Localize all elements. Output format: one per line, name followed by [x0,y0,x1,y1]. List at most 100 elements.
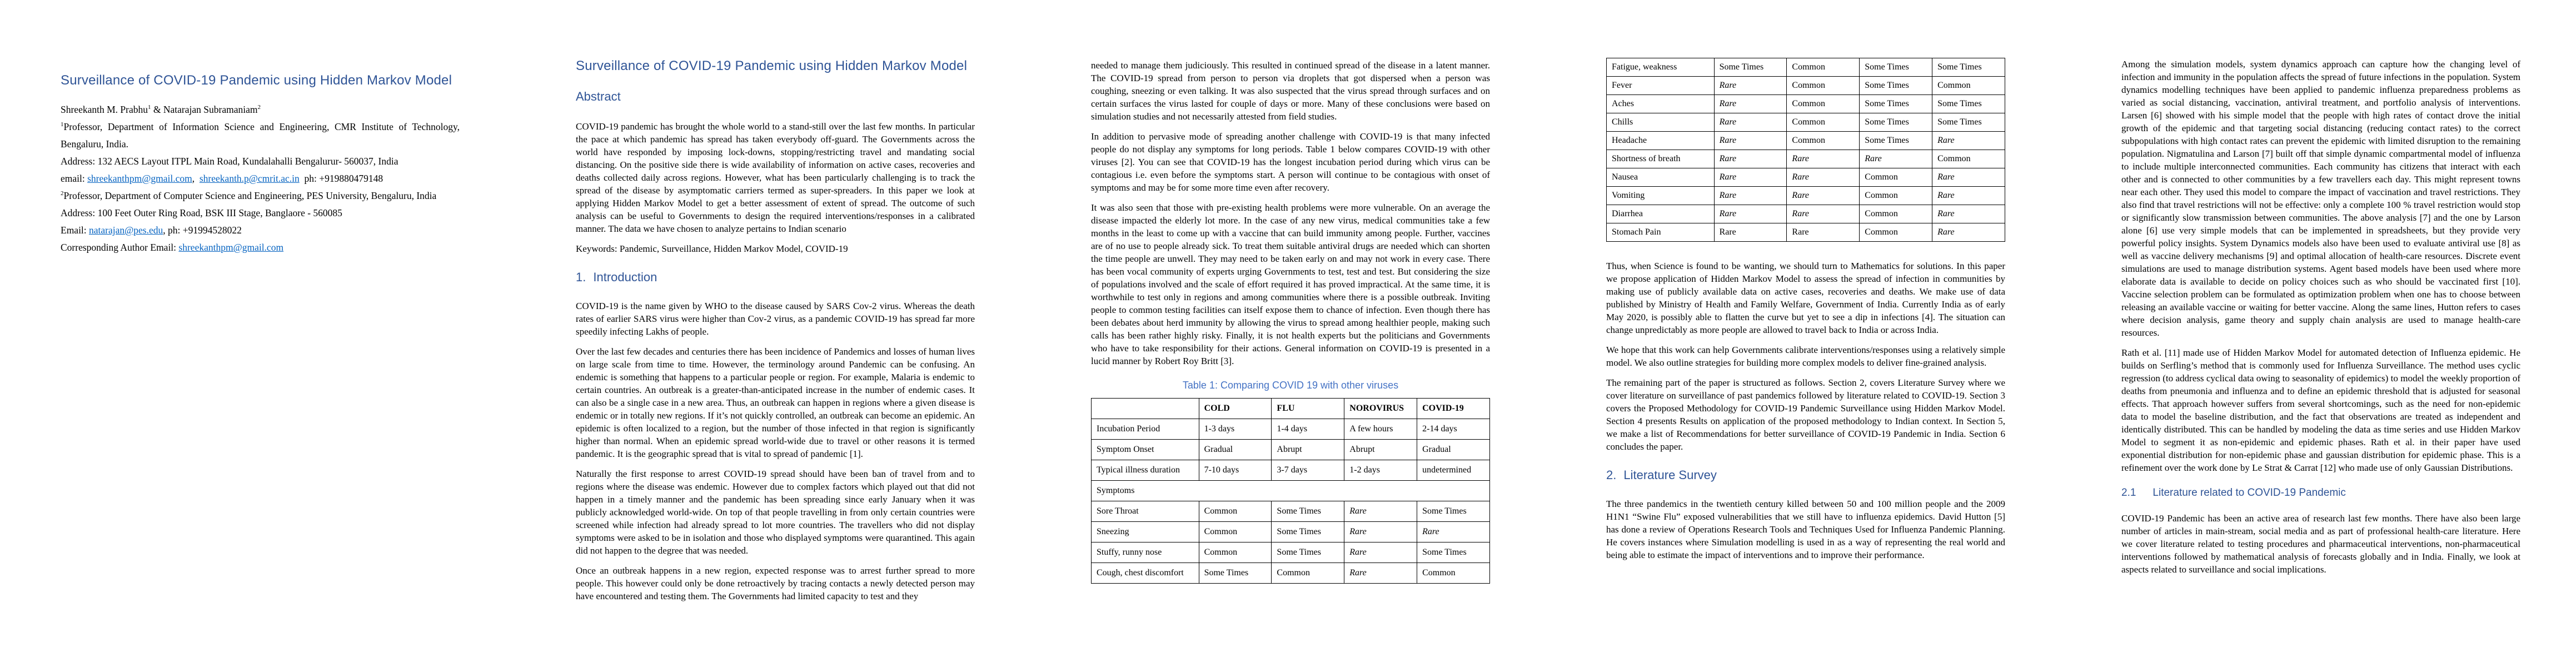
virus-comparison-table: COLD FLU NOROVIRUS COVID-19 Incubation Perio… [1091,398,1490,584]
page-1-content: Surveillance of COVID-19 Pandemic using … [0,0,515,256]
table-cell: 3-7 days [1271,460,1345,481]
author-name-2: Natarajan Subramaniam [163,104,258,115]
body-paragraph: We hope that this work can help Governme… [1606,345,2005,368]
table-cell: Common [1198,521,1272,542]
table-row: Vomiting Rare Rare Common Rare [1606,186,2005,205]
table-cell: Rare [1786,150,1860,168]
table-cell: Rare [1713,150,1787,168]
intro-paragraph-1: COVID-19 is the name given by WHO to the… [576,301,975,337]
table-cell: 2-14 days [1417,419,1490,440]
table-header-cell: FLU [1271,398,1345,419]
table-cell: Common [1786,131,1860,150]
table-cell: Gradual [1198,439,1272,460]
table-header-cell: COLD [1198,398,1272,419]
table-row-label: Symptom Onset [1091,439,1199,460]
address-2: Address: 100 Feet Outer Ring Road, BSK I… [61,207,342,218]
table-cell: Rare [1859,150,1933,168]
table-row: Chills Rare Common Some Times Some Times [1606,113,2005,132]
subsection-number: 2.1 [2121,487,2136,499]
table-row-label: Cough, chest discomfort [1091,563,1199,584]
table-cell: Some Times [1198,563,1272,584]
table-row-label: Typical illness duration [1091,460,1199,481]
table-row-label: Nausea [1606,168,1715,187]
corresponding-author-line: Corresponding Author Email: shreekanthpm… [61,239,460,256]
intro-paragraph-4: Once an outbreak happens in a new region… [576,565,975,601]
section-heading-introduction: 1. Introduction [576,270,975,285]
intro-paragraph-2: Over the last few decades and centuries … [576,346,975,459]
table-row: Sneezing Common Some Times Rare Rare [1091,521,1490,542]
table-cell: Common [1859,186,1933,205]
email-link-gmail[interactable]: shreekanthpm@gmail.com [87,173,192,184]
email-2-label: Email: [61,225,89,236]
paper-title: Surveillance of COVID-19 Pandemic using … [61,73,452,88]
table-cell: Rare [1713,168,1787,187]
table-cell: Rare [1713,131,1787,150]
table-cell: Rare [1932,223,2005,242]
body-paragraph: Among the simulation models, system dyna… [2121,59,2520,338]
table-row: Symptom Onset Gradual Abrupt Abrupt Gradual [1091,439,1490,460]
page-5: Among the simulation models, system dyna… [2061,0,2576,667]
table-cell: 1-2 days [1344,460,1418,481]
table-cell: Rare [1932,131,2005,150]
table-cell: Common [1932,76,2005,95]
table-cell: Abrupt [1271,439,1345,460]
affiliation-2: 2Professor, Department of Computer Scien… [61,187,460,205]
section-number: 1. [576,270,586,284]
table-cell: Rare [1713,94,1787,113]
subsection-title: Literature related to COVID-19 Pandemic [2153,487,2346,499]
table-cell: Some Times [1932,58,2005,77]
table-cell: undetermined [1417,460,1490,481]
corresponding-email-link[interactable]: shreekanthpm@gmail.com [178,242,284,253]
table-cell: Some Times [1417,501,1490,522]
table-cell: Rare [1344,563,1418,584]
table-cell: Common [1271,563,1345,584]
body-paragraph: COVID-19 Pandemic has been an active are… [2121,513,2520,575]
table-row-label: Diarrhea [1606,205,1715,223]
table-cell: Rare [1417,521,1490,542]
table-row: Stuffy, runny nose Common Some Times Rare So… [1091,542,1490,563]
email-line-2: Email: natarajan@pes.edu, ph: +919945280… [61,222,460,239]
table-cell: A few hours [1344,419,1418,440]
table-cell: Rare [1344,521,1418,542]
section-title: Introduction [593,270,657,284]
table-cell: Some Times [1859,131,1933,150]
section-title: Literature Survey [1623,468,1717,482]
phone-2: , ph: +91994528022 [163,225,242,236]
table-row: Typical illness duration 7-10 days 3-7 day… [1091,460,1490,481]
page-1: Surveillance of COVID-19 Pandemic using … [0,0,515,667]
table-cell: Rare [1932,186,2005,205]
table-row: Aches Rare Common Some Times Some Times [1606,94,2005,113]
email-link-cmrit[interactable]: shreekanth.p@cmrit.ac.in [199,173,300,184]
affiliation-1-text: Professor, Department of Information Sci… [61,121,460,150]
affiliation-1-superscript: 1 [61,121,64,128]
table-row: Fever Rare Common Some Times Common [1606,76,2005,95]
table-row: Nausea Rare Rare Common Rare [1606,168,2005,187]
email-1-label: email: [61,173,88,184]
author-superscript-2: 2 [257,104,261,111]
body-paragraph: The three pandemics in the twentieth cen… [1606,499,2005,560]
section-number: 2. [1606,468,1617,482]
table-cell: Some Times [1859,94,1933,113]
table-cell: 1-4 days [1271,419,1345,440]
body-paragraph: In addition to pervasive mode of spreadi… [1091,131,1490,193]
email-link-pes[interactable]: natarajan@pes.edu [89,225,163,236]
table-header-cell [1091,398,1199,419]
address-1: Address: 132 AECS Layout ITPL Main Road,… [61,156,398,167]
table-cell: Common [1786,113,1860,132]
email-1-separator: , [192,173,200,184]
affiliation-2-text: Professor, Department of Computer Scienc… [63,190,437,201]
table-cell: Rare [1713,186,1787,205]
table-row: Stomach Pain Rare Rare Common Rare [1606,223,2005,242]
table-row-label: Stuffy, runny nose [1091,542,1199,563]
paper-title-repeat: Surveillance of COVID-19 Pandemic using … [576,58,968,73]
table-cell: Some Times [1932,113,2005,132]
email-line-1: email: shreekanthpm@gmail.com, shreekant… [61,170,460,187]
table-cell: Common [1198,542,1272,563]
keywords-line: Keywords: Pandemic, Surveillance, Hidden… [576,243,848,254]
table-row: Symptoms [1091,480,1490,501]
table-cell: Some Times [1859,76,1933,95]
table-row-label: Sneezing [1091,521,1199,542]
table-cell: Common [1932,150,2005,168]
body-paragraph: Rath et al. [11] made use of Hidden Mark… [2121,347,2520,473]
body-paragraph: Thus, when Science is found to be wantin… [1606,261,2005,335]
